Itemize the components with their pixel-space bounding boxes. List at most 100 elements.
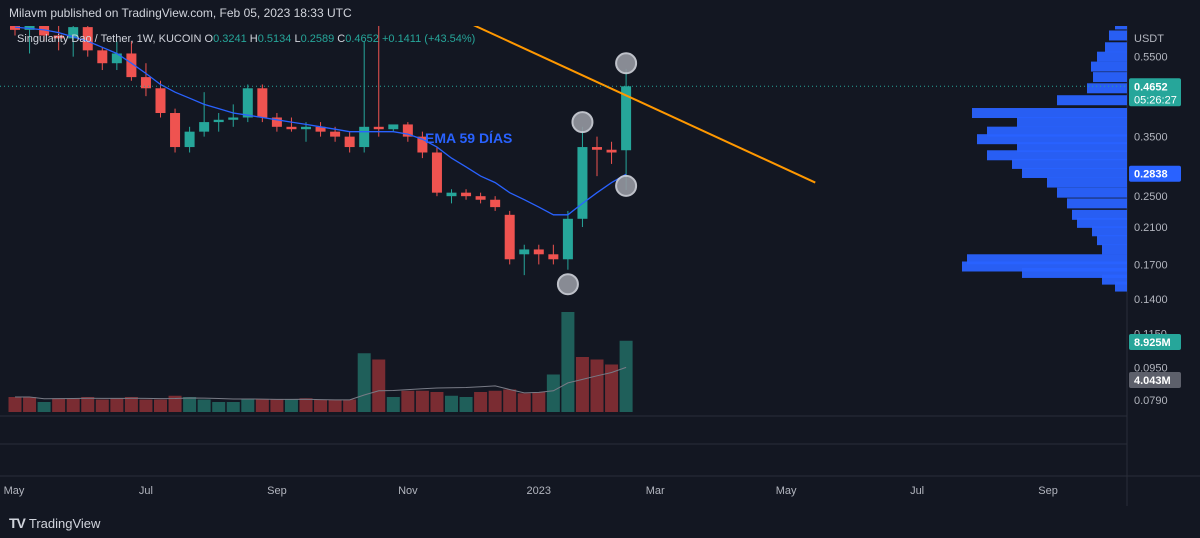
time-tick-label: Sep xyxy=(267,485,287,497)
tradingview-mark-icon: TV xyxy=(9,515,26,531)
time-tick-label: Sep xyxy=(1038,485,1058,497)
volume-profile-bar xyxy=(1097,51,1127,62)
candle-body[interactable] xyxy=(199,122,210,132)
time-tick-label: Jul xyxy=(139,485,153,497)
volume-profile-bar xyxy=(1093,72,1127,83)
price-tick-label: 0.2500 xyxy=(1134,191,1168,203)
candle-body[interactable] xyxy=(155,88,166,114)
time-tick-label: May xyxy=(4,485,25,497)
trendline[interactable] xyxy=(408,0,816,184)
volume-profile-bar xyxy=(1057,95,1127,106)
volume-bar xyxy=(299,398,313,412)
volume-profile-bar xyxy=(1077,217,1127,228)
candle-body[interactable] xyxy=(315,126,326,132)
volume-profile-bar xyxy=(1022,267,1127,278)
time-tick-label: 2023 xyxy=(527,485,551,497)
candle-body[interactable] xyxy=(344,136,355,148)
circle-marker[interactable] xyxy=(615,174,638,197)
candle-body[interactable] xyxy=(592,147,602,150)
volume-bar xyxy=(284,399,298,412)
candle-body[interactable] xyxy=(548,254,559,260)
candle-body[interactable] xyxy=(257,88,268,118)
candle-body[interactable] xyxy=(446,192,457,197)
price-tag-countdown: 05:26:27 xyxy=(1134,94,1177,106)
volume-bar xyxy=(445,395,458,412)
candle-body[interactable] xyxy=(330,131,341,137)
candle-body[interactable] xyxy=(286,126,297,130)
candle-body[interactable] xyxy=(271,117,282,127)
candle-body[interactable] xyxy=(431,152,442,193)
volume-bar xyxy=(474,392,488,412)
brand-text: TradingView xyxy=(28,515,101,531)
candle-body[interactable] xyxy=(24,21,35,30)
candle-body[interactable] xyxy=(504,214,515,260)
candle-body[interactable] xyxy=(82,27,93,51)
volume-bar xyxy=(605,364,619,412)
volume-bar xyxy=(197,399,211,412)
volume-bar xyxy=(415,390,429,412)
candle-body[interactable] xyxy=(242,88,253,118)
volume-profile-bar xyxy=(1072,209,1127,220)
volume-bar xyxy=(343,399,357,412)
candle-body[interactable] xyxy=(475,196,486,200)
volume-bar xyxy=(619,340,633,412)
candle-body[interactable] xyxy=(388,124,399,130)
candle-body[interactable] xyxy=(140,77,151,89)
chart-area[interactable]: EMA 59 DÍAS USDT 0.5500 0.3500 0.2500 0.2100… xyxy=(0,0,1200,506)
volume-bar xyxy=(124,397,138,412)
volume-bar xyxy=(459,397,473,412)
candle-body[interactable] xyxy=(519,249,530,255)
circle-marker[interactable] xyxy=(556,273,579,296)
change-value: +0.1411 (+43.54%) xyxy=(381,33,476,45)
volume-profile-bar xyxy=(1102,274,1127,285)
open-value: 0.3241 xyxy=(213,33,247,45)
tradingview-logo[interactable]: TV TradingView xyxy=(9,515,100,531)
price-tag-label: 0.4652 xyxy=(1134,81,1168,93)
candle-body[interactable] xyxy=(97,50,108,64)
volume-bar xyxy=(430,392,444,412)
circle-marker[interactable] xyxy=(615,52,638,75)
published-bar: Milavm published on TradingView.com, Feb… xyxy=(0,0,1200,26)
candle-body[interactable] xyxy=(213,119,224,123)
candle-body[interactable] xyxy=(68,27,79,39)
ema-annotation-text: EMA 59 DÍAS xyxy=(425,130,512,146)
candle-body[interactable] xyxy=(53,35,64,39)
candle-body[interactable] xyxy=(461,192,472,197)
candle-body[interactable] xyxy=(417,136,428,153)
candle-body[interactable] xyxy=(184,131,195,148)
candle-body[interactable] xyxy=(39,21,50,36)
volume-bar xyxy=(241,399,255,412)
high-label: H xyxy=(249,33,258,45)
candle-body[interactable] xyxy=(562,218,573,260)
price-tag-box xyxy=(1129,165,1181,182)
symbol-name[interactable]: Singularity Dao / Tether, 1W, KUCOIN xyxy=(17,33,202,45)
symbol-legend: Singularity Dao / Tether, 1W, KUCOIN O0.… xyxy=(17,33,475,45)
candle-body[interactable] xyxy=(170,113,181,148)
volume-profile-bar xyxy=(1102,244,1127,255)
open-label: O xyxy=(204,33,214,45)
candle-body[interactable] xyxy=(490,199,501,208)
candle-body[interactable] xyxy=(111,53,122,64)
candle-body[interactable] xyxy=(606,149,617,153)
candle-body[interactable] xyxy=(359,126,370,148)
footer-bar: TV TradingView xyxy=(0,506,1200,538)
volume-bar xyxy=(517,393,531,412)
candle-body[interactable] xyxy=(621,86,632,151)
price-chart[interactable]: EMA 59 DÍAS USDT 0.5500 0.3500 0.2500 0.2100… xyxy=(0,0,1200,506)
candle-body[interactable] xyxy=(301,126,311,130)
price-tick-label: 0.0950 xyxy=(1134,362,1168,374)
volume-profile-bar xyxy=(1022,167,1127,178)
volume-bar xyxy=(139,399,153,412)
candle-body[interactable] xyxy=(373,126,384,130)
candle-body[interactable] xyxy=(402,124,413,137)
volume-profile-bar xyxy=(977,134,1127,145)
candle-body[interactable] xyxy=(577,147,588,219)
candle-body[interactable] xyxy=(228,117,239,120)
candle-body[interactable] xyxy=(126,53,137,78)
volume-bar xyxy=(328,399,342,412)
volume-bar xyxy=(66,398,80,412)
volume-profile-bar xyxy=(1012,158,1127,169)
volume-bar xyxy=(81,397,95,412)
candle-body[interactable] xyxy=(533,249,544,255)
circle-marker[interactable] xyxy=(571,111,594,134)
